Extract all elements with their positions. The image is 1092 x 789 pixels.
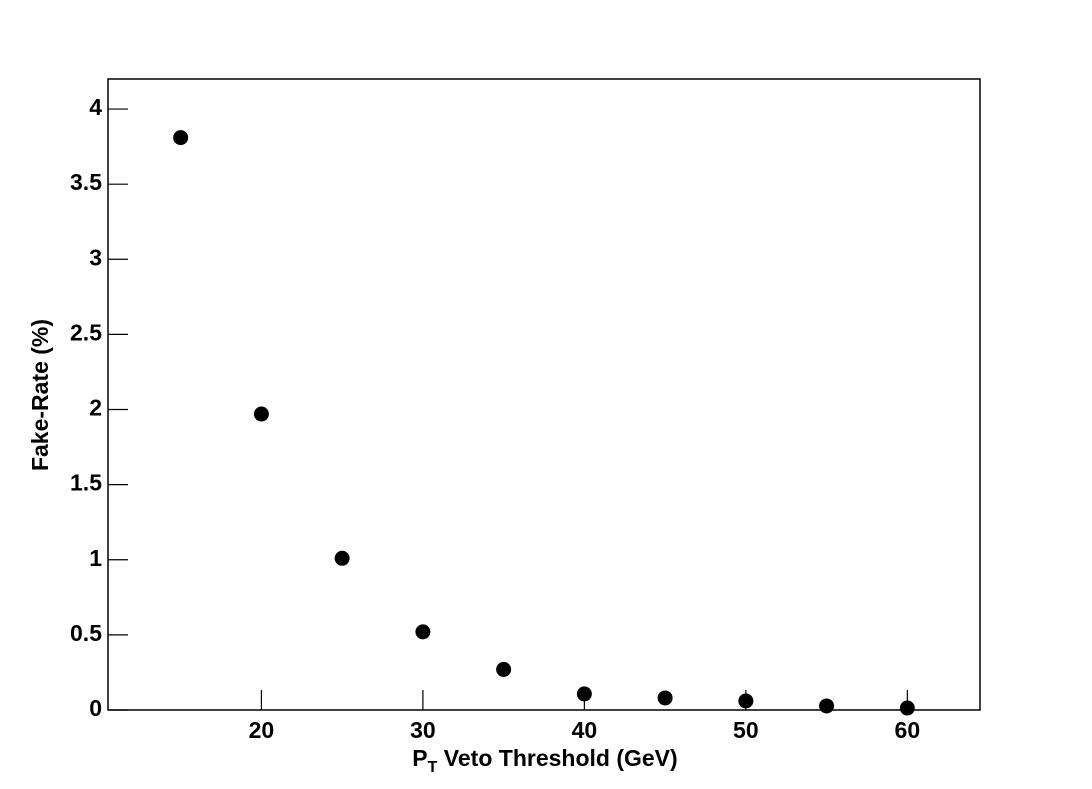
x-tick-label: 40	[572, 717, 598, 743]
data-point	[738, 693, 754, 709]
x-tick-label: 50	[733, 717, 759, 743]
data-point	[819, 698, 835, 714]
x-axis-label: PT Veto Threshold (GeV)	[412, 745, 677, 776]
y-tick-label: 3.5	[70, 169, 102, 195]
data-point	[496, 661, 512, 677]
x-tick-label: 20	[249, 717, 275, 743]
y-tick-label: 2.5	[70, 319, 102, 345]
x-label-sub: T	[428, 759, 438, 776]
y-tick-label: 0	[89, 695, 102, 721]
y-tick-label: 0.5	[70, 620, 102, 646]
x-tick-label: 60	[895, 717, 921, 743]
x-tick-label: 30	[410, 717, 436, 743]
y-tick-label: 4	[89, 94, 102, 120]
data-point	[576, 686, 592, 702]
y-tick-label: 3	[89, 244, 102, 270]
plot-frame	[107, 78, 981, 711]
data-point	[657, 690, 673, 706]
y-tick-label: 2	[89, 395, 102, 421]
y-tick-label: 1	[89, 545, 102, 571]
y-axis-label: Fake-Rate (%)	[27, 319, 53, 471]
data-point	[173, 130, 189, 146]
x-label-rest: Veto Threshold (GeV)	[437, 745, 677, 771]
data-point	[899, 700, 915, 716]
x-label-main: P	[412, 745, 427, 771]
data-point	[415, 624, 431, 640]
data-point	[253, 406, 269, 422]
data-point	[334, 550, 350, 566]
y-tick-label: 1.5	[70, 470, 102, 496]
